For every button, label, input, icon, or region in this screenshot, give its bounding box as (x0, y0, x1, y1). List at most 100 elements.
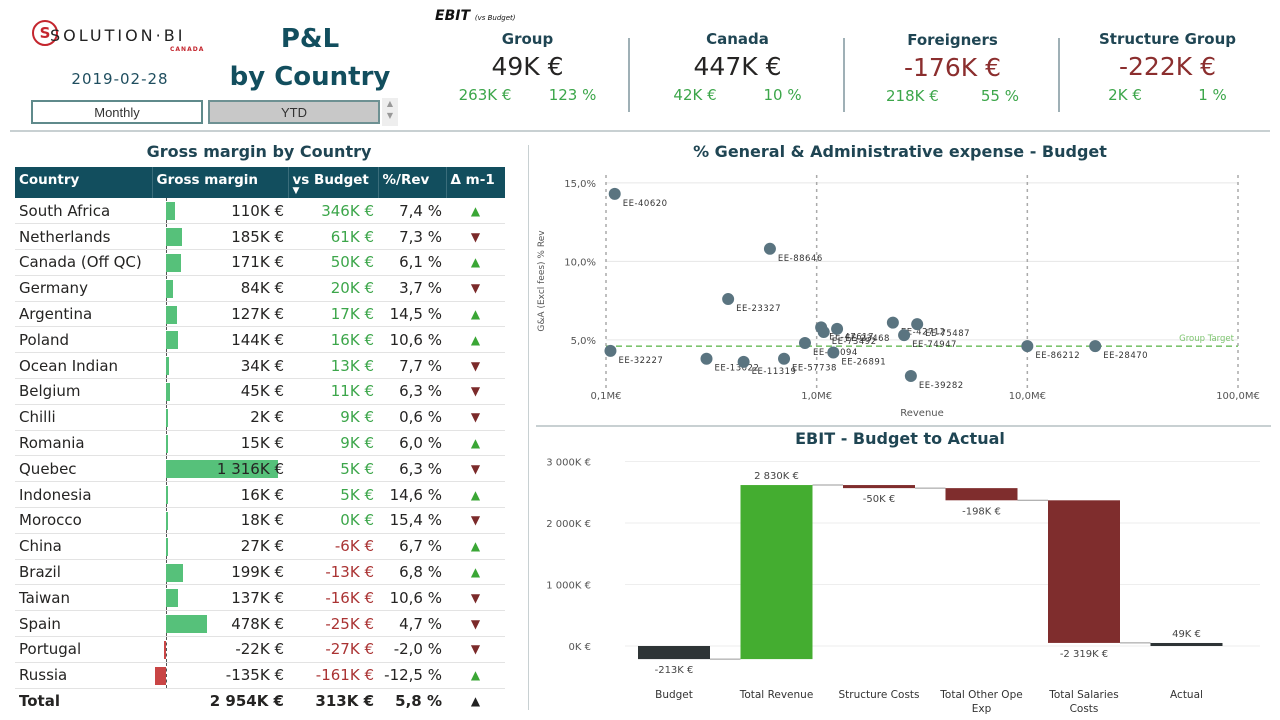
cell-gross-margin: 144K € (152, 326, 288, 354)
table-row[interactable]: South Africa 110K €346K €7,4 % ▲ (15, 198, 505, 225)
logo-sub: CANADA (170, 46, 205, 53)
logo-icon: S (32, 20, 58, 46)
table-row[interactable]: Spain 478K € -25K €4,7 % ▼ (15, 610, 505, 638)
y-tick-label: 1 000K € (546, 581, 591, 592)
title-line-1: P&L (280, 24, 340, 54)
gross-margin-value: 110K € (231, 201, 284, 220)
cell-country: Spain (15, 610, 152, 638)
table-row[interactable]: Chilli 2K €9K €0,6 % ▼ (15, 404, 505, 431)
cell-gross-margin: 127K € (152, 301, 288, 328)
col-pct-rev[interactable]: %/Rev (378, 167, 447, 198)
cell-country: Canada (Off QC) (15, 249, 152, 276)
table-row[interactable]: Indonesia 16K €5K €14,6 % ▲ (15, 481, 505, 509)
cell-gross-margin: 110K € (152, 198, 288, 225)
gross-margin-bar (166, 512, 168, 531)
slicer-scroll[interactable]: ▲ ▼ (382, 98, 398, 126)
kpi-value: -176K € (904, 53, 1001, 82)
trend-up-icon: ▲ (470, 694, 481, 709)
cell-vs-budget: 5K € (288, 455, 378, 483)
header-divider (10, 130, 1270, 132)
table-row[interactable]: Taiwan 137K € -16K €10,6 % ▼ (15, 584, 505, 612)
trend-down-icon: ▼ (446, 352, 505, 380)
cell-pct-rev: 6,3 % (378, 455, 446, 483)
cell-gross-margin: 34K € (152, 352, 288, 380)
scatter-point (1021, 340, 1034, 353)
cell-pct-rev: 6,8 % (378, 559, 446, 586)
point-label: EE-73492 (832, 337, 877, 347)
table-row[interactable]: Portugal -22K € -27K € -2,0 % ▼ (15, 636, 505, 663)
table-row[interactable]: Argentina 127K €17K €14,5 % ▲ (15, 301, 505, 328)
table-row[interactable]: Quebec 1 316K €5K €6,3 % ▼ (15, 455, 505, 483)
scatter-title: % General & Administrative expense - Bud… (693, 142, 1107, 161)
cell-gross-margin: -135K € (152, 662, 288, 689)
total-gross-margin: 2 954K € (209, 692, 284, 711)
point-label: EE-57738 (792, 364, 837, 374)
gross-margin-bar (166, 331, 179, 350)
table-row[interactable]: Ocean Indian 34K €13K €7,7 % ▼ (15, 352, 505, 380)
table-row[interactable]: Russia -135K € -161K € -12,5 % ▲ (15, 662, 505, 689)
table-row[interactable]: Poland 144K €16K €10,6 % ▲ (15, 326, 505, 354)
kpi-group: Group 49K € 263K € 123 % (420, 30, 635, 104)
gross-margin-bar (166, 615, 207, 634)
kpi-section-title: EBIT (vs Budget) (435, 8, 516, 24)
trend-down-icon: ▼ (446, 223, 505, 251)
cell-gross-margin: 84K € (152, 275, 288, 302)
cell-pct-rev: 0,6 % (378, 404, 446, 431)
trend-up-icon: ▲ (446, 533, 505, 560)
y-tick-label: 5,0% (571, 336, 596, 347)
point-label: EE-13022 (715, 364, 760, 374)
scatter-point (904, 370, 917, 383)
table-row[interactable]: China 27K € -6K €6,7 % ▲ (15, 533, 505, 560)
trend-up-icon: ▲ (446, 559, 505, 586)
cell-pct-rev: 6,7 % (378, 533, 446, 560)
trend-up-icon: ▲ (446, 326, 505, 354)
cell-country: Chilli (15, 404, 152, 431)
bar-axis (166, 662, 167, 688)
cell-pct-rev: 10,6 % (378, 584, 446, 612)
cell-vs-budget: 346K € (288, 198, 378, 225)
gross-margin-bar (166, 305, 177, 324)
kpi-delta: 2K € (1108, 86, 1142, 104)
col-delta-m1[interactable]: Δ m-1 (446, 167, 505, 198)
gross-margin-value: 27K € (240, 537, 284, 556)
waterfall-bar (740, 485, 813, 660)
table-row[interactable]: Germany 84K €20K €3,7 % ▼ (15, 275, 505, 302)
gross-margin-bar (166, 357, 169, 376)
point-label: EE-23468 (845, 334, 890, 344)
col-vs-budget[interactable]: vs Budget ▼ (288, 167, 379, 198)
kpi-value: -222K € (1119, 52, 1216, 81)
x-category-label: Costs (1070, 703, 1099, 715)
gross-margin-value: -135K € (225, 666, 284, 685)
chevron-up-icon[interactable]: ▲ (386, 99, 394, 108)
trend-down-icon: ▼ (446, 455, 505, 483)
ytd-toggle[interactable]: YTD (208, 100, 380, 124)
monthly-toggle[interactable]: Monthly (31, 100, 203, 124)
waterfall-bar (1048, 500, 1120, 643)
cell-pct-rev: 7,3 % (378, 223, 446, 251)
sort-desc-icon: ▼ (292, 186, 300, 196)
table-row[interactable]: Netherlands 185K €61K €7,3 % ▼ (15, 223, 505, 251)
cell-gross-margin: 27K € (152, 533, 288, 560)
scatter-point (737, 355, 750, 368)
bar-data-label: -213K € (655, 665, 694, 676)
bar-data-label: -2 319K € (1060, 649, 1108, 660)
gross-margin-bar (166, 408, 168, 427)
horizontal-divider (536, 425, 1271, 427)
col-country[interactable]: Country (15, 167, 153, 198)
table-row[interactable]: Morocco 18K €0K €15,4 % ▼ (15, 507, 505, 534)
gross-margin-value: 185K € (231, 227, 284, 246)
table-row[interactable]: Belgium 45K €11K €6,3 % ▼ (15, 378, 505, 405)
cell-vs-budget: 9K € (288, 430, 378, 457)
kpi-pct: 55 % (980, 87, 1019, 105)
chevron-down-icon[interactable]: ▼ (386, 111, 394, 120)
point-label: EE-40620 (623, 199, 668, 209)
cell-country: Ocean Indian (15, 352, 152, 380)
kpi-divider (843, 38, 845, 112)
table-row[interactable]: Brazil 199K € -13K €6,8 % ▲ (15, 559, 505, 586)
table-row[interactable]: Romania 15K €9K €6,0 % ▲ (15, 430, 505, 457)
col-gross-margin[interactable]: Gross margin (152, 167, 289, 198)
bar-data-label: -50K € (863, 494, 895, 505)
gross-margin-value: 478K € (231, 614, 284, 633)
gross-margin-title: Gross margin by Country (146, 142, 372, 161)
table-row[interactable]: Canada (Off QC) 171K €50K €6,1 % ▲ (15, 249, 505, 276)
